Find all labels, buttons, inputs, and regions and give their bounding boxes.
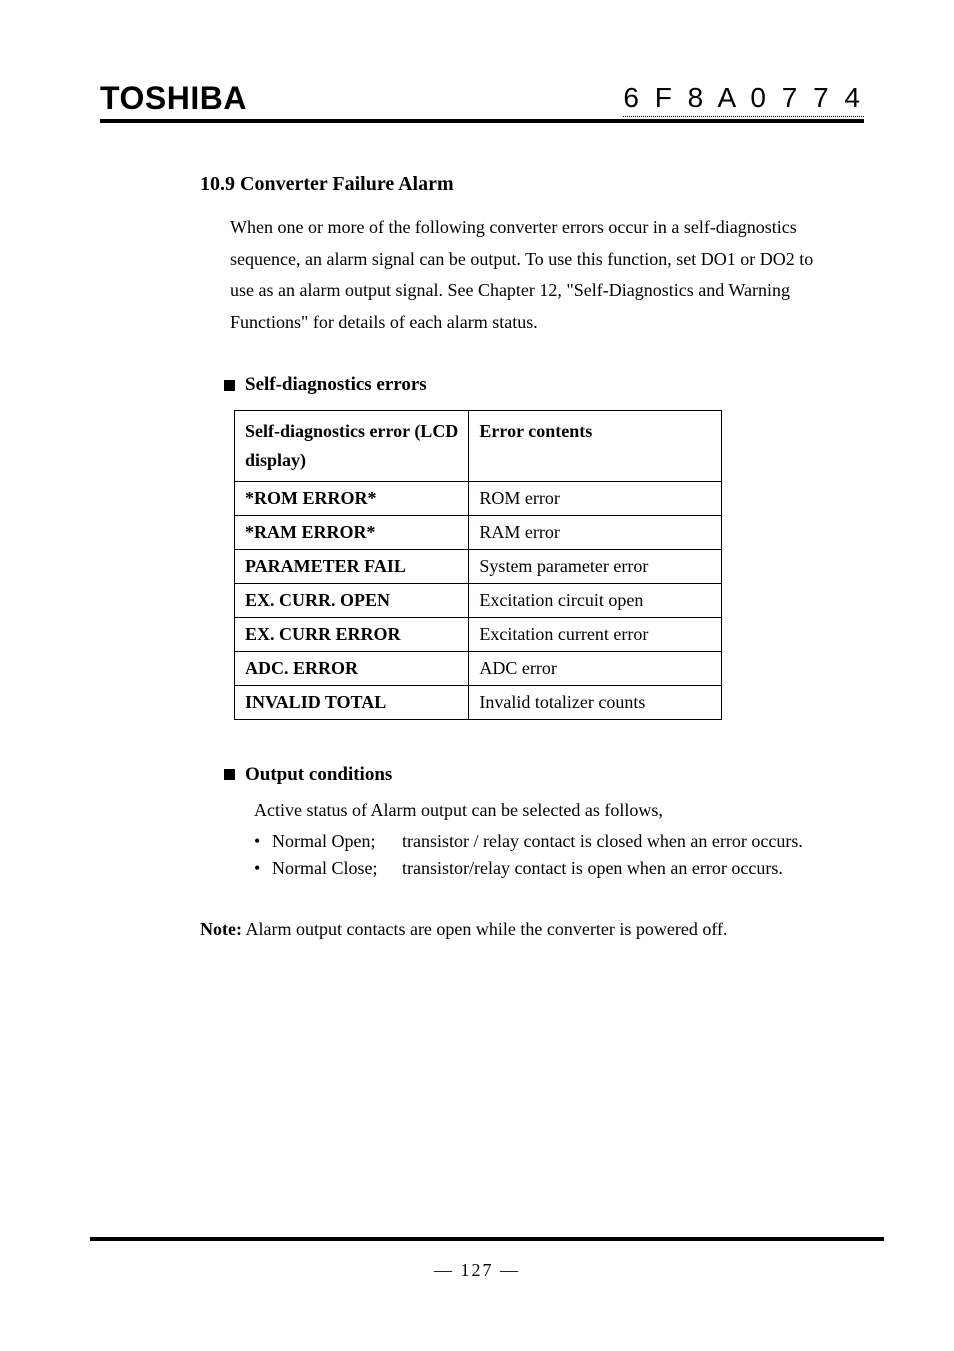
section-heading: 10.9 Converter Failure Alarm <box>200 173 834 196</box>
page-number: — 127 — <box>0 1260 954 1281</box>
table-row: *RAM ERROR* RAM error <box>235 515 722 549</box>
table-cell-error-label: PARAMETER FAIL <box>235 549 469 583</box>
table-cell-error-desc: ROM error <box>469 481 722 515</box>
table-cell-error-desc: System parameter error <box>469 549 722 583</box>
table-cell-error-desc: ADC error <box>469 651 722 685</box>
table-header-cell: Error contents <box>469 411 722 482</box>
table-cell-error-desc: Excitation current error <box>469 617 722 651</box>
output-condition-desc: transistor / relay contact is closed whe… <box>402 831 834 852</box>
page: TOSHIBA 6 F 8 A 0 7 7 4 10.9 Converter F… <box>0 0 954 1351</box>
table-row: ADC. ERROR ADC error <box>235 651 722 685</box>
table-row: PARAMETER FAIL System parameter error <box>235 549 722 583</box>
content-area: 10.9 Converter Failure Alarm When one or… <box>100 173 864 940</box>
output-conditions-list: • Normal Open; transistor / relay contac… <box>254 831 834 879</box>
table-row: INVALID TOTAL Invalid totalizer counts <box>235 685 722 719</box>
table-header-cell: Self-diagnostics error (LCD display) <box>235 411 469 482</box>
table-cell-error-label: ADC. ERROR <box>235 651 469 685</box>
output-condition-desc: transistor/relay contact is open when an… <box>402 858 834 879</box>
table-row: EX. CURR. OPEN Excitation circuit open <box>235 583 722 617</box>
header-bar: TOSHIBA 6 F 8 A 0 7 7 4 <box>100 80 864 123</box>
dot-bullet-icon: • <box>254 831 272 852</box>
note-text: Alarm output contacts are open while the… <box>242 919 728 939</box>
dot-bullet-icon: • <box>254 858 272 879</box>
output-bullet-heading: Output conditions <box>224 764 834 786</box>
square-bullet-icon <box>224 769 235 780</box>
table-cell-error-label: INVALID TOTAL <box>235 685 469 719</box>
table-cell-error-desc: RAM error <box>469 515 722 549</box>
square-bullet-icon <box>224 380 235 391</box>
table-cell-error-desc: Invalid totalizer counts <box>469 685 722 719</box>
table-cell-error-desc: Excitation circuit open <box>469 583 722 617</box>
table-row: *ROM ERROR* ROM error <box>235 481 722 515</box>
errors-bullet-label: Self-diagnostics errors <box>245 374 427 396</box>
footer-rule <box>90 1237 884 1241</box>
brand-logo-text: TOSHIBA <box>100 80 247 117</box>
output-condition-item: • Normal Close; transistor/relay contact… <box>254 858 834 879</box>
output-bullet-label: Output conditions <box>245 764 392 786</box>
table-row: EX. CURR ERROR Excitation current error <box>235 617 722 651</box>
table-cell-error-label: EX. CURR ERROR <box>235 617 469 651</box>
output-condition-item: • Normal Open; transistor / relay contac… <box>254 831 834 852</box>
section-intro-paragraph: When one or more of the following conver… <box>230 212 834 338</box>
output-intro: Active status of Alarm output can be sel… <box>254 800 834 821</box>
table-cell-error-label: *RAM ERROR* <box>235 515 469 549</box>
table-header-row: Self-diagnostics error (LCD display) Err… <box>235 411 722 482</box>
document-code: 6 F 8 A 0 7 7 4 <box>623 82 864 117</box>
note-label: Note: <box>200 919 242 939</box>
note-paragraph: Note: Alarm output contacts are open whi… <box>200 919 834 940</box>
output-condition-name: Normal Close; <box>272 858 402 879</box>
errors-table: Self-diagnostics error (LCD display) Err… <box>234 410 722 720</box>
errors-bullet-heading: Self-diagnostics errors <box>224 374 834 396</box>
table-cell-error-label: EX. CURR. OPEN <box>235 583 469 617</box>
table-cell-error-label: *ROM ERROR* <box>235 481 469 515</box>
output-condition-name: Normal Open; <box>272 831 402 852</box>
